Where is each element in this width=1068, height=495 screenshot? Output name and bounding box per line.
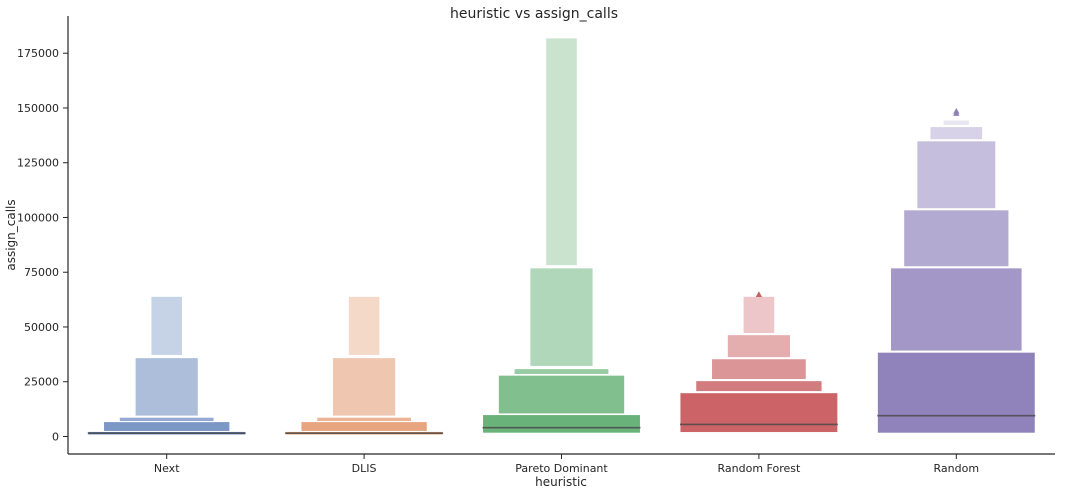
chart-title: heuristic vs assign_calls [450, 6, 618, 22]
x-tick-label: DLIS [352, 462, 377, 475]
boxen-box [903, 209, 1010, 268]
x-axis-label: heuristic [535, 475, 587, 489]
boxen-group [679, 291, 839, 434]
y-tick-label: 175000 [17, 47, 59, 60]
boxen-box [347, 295, 381, 356]
y-tick-label: 150000 [17, 102, 59, 115]
y-tick-label: 25000 [24, 376, 59, 389]
boxen-box [942, 119, 970, 127]
y-tick-label: 0 [52, 430, 59, 443]
boxen-box [316, 416, 412, 423]
x-tick-label: Random [934, 462, 980, 475]
boxen-box [679, 392, 839, 434]
boxen-box [726, 334, 791, 359]
boxen-box [497, 374, 626, 415]
boxen-group [876, 107, 1036, 434]
x-tick-label: Next [154, 462, 180, 475]
boxen-box [513, 368, 610, 376]
y-axis-label: assign_calls [4, 199, 18, 270]
y-tick-label: 75000 [24, 266, 59, 279]
boxen-box [890, 267, 1023, 352]
x-tick-label: Pareto Dominant [515, 462, 608, 475]
x-tick-label: Random Forest [718, 462, 801, 475]
boxen-box [929, 126, 984, 141]
boxen-group [482, 37, 641, 434]
y-tick-label: 100000 [17, 211, 59, 224]
boxen-box [695, 380, 823, 393]
boxen-box [876, 351, 1036, 434]
boxen-box [545, 37, 578, 267]
boxen-group [87, 295, 247, 436]
boxen-box [118, 416, 215, 423]
boxen-box [482, 414, 641, 434]
plot-area [87, 37, 1036, 436]
boxen-box [134, 357, 199, 417]
y-ticks: 0 25000 50000 75000 100000 125000 150000 175000 [17, 47, 68, 443]
boxen-box [916, 140, 997, 210]
boxen-box [711, 358, 807, 381]
boxen-box [150, 295, 183, 356]
y-tick-label: 50000 [24, 321, 59, 334]
boxen-box [300, 421, 428, 432]
boxen-box [529, 267, 594, 367]
boxen-group [284, 295, 444, 436]
boxen-box [742, 295, 776, 335]
outlier-point [755, 291, 763, 297]
outlier-point [953, 107, 960, 114]
boxen-box [103, 421, 231, 432]
x-ticks: Next DLIS Pareto Dominant Random Forest Rand… [154, 454, 979, 475]
boxen-box [332, 357, 397, 417]
y-tick-label: 125000 [17, 157, 59, 170]
